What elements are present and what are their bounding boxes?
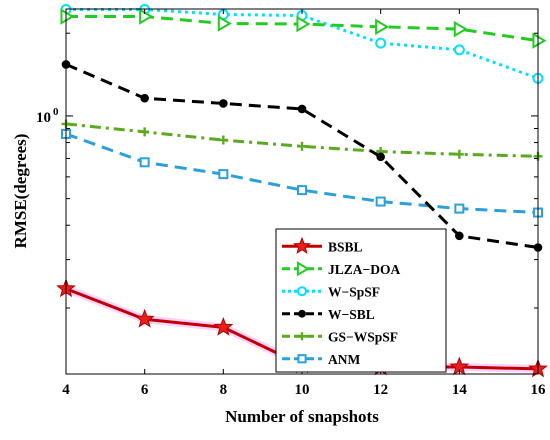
x-tick-label: 12 bbox=[373, 382, 388, 398]
x-tick-label: 8 bbox=[220, 382, 228, 398]
data-point bbox=[297, 332, 307, 341]
data-point bbox=[140, 127, 150, 137]
data-point bbox=[297, 185, 307, 196]
legend-label: ANM bbox=[328, 352, 360, 367]
data-point bbox=[375, 18, 390, 36]
y-tick-label: 10 bbox=[36, 110, 51, 126]
data-point bbox=[296, 261, 310, 277]
data-point bbox=[455, 231, 464, 241]
data-point bbox=[218, 169, 229, 180]
data-point bbox=[453, 44, 465, 56]
series-w-sbl bbox=[61, 60, 543, 252]
data-point bbox=[454, 149, 464, 159]
data-point bbox=[296, 15, 311, 33]
series-gs-wspsf bbox=[61, 119, 543, 161]
data-point bbox=[60, 8, 75, 25]
data-point bbox=[297, 354, 307, 364]
legend-entry: W−SpSF bbox=[282, 284, 380, 299]
legend-box bbox=[275, 228, 447, 373]
data-point bbox=[140, 93, 149, 103]
data-point bbox=[296, 286, 308, 297]
data-point bbox=[139, 157, 150, 168]
legend-entry: BSBL bbox=[282, 236, 363, 254]
x-tick-label: 10 bbox=[295, 382, 310, 398]
data-point bbox=[454, 203, 465, 214]
legend-entry: W−SBL bbox=[282, 307, 375, 322]
series-jlza-doa bbox=[60, 8, 547, 49]
axes bbox=[65, 8, 539, 375]
data-point bbox=[376, 152, 385, 162]
data-point bbox=[219, 99, 228, 108]
data-point bbox=[217, 15, 232, 32]
legend: BSBL JLZA−DOA W−SpSF W−SBL GS−WSpSF ANM bbox=[275, 228, 447, 373]
x-axis-title: Number of snapshots bbox=[225, 407, 379, 426]
legend-label: JLZA−DOA bbox=[328, 262, 400, 277]
legend-label: W−SpSF bbox=[328, 284, 380, 299]
data-point bbox=[139, 8, 154, 25]
data-point bbox=[292, 236, 312, 254]
data-point bbox=[297, 104, 307, 114]
data-point bbox=[297, 141, 307, 151]
legend-label: BSBL bbox=[328, 239, 363, 254]
y-axis-title: RMSE(degrees) bbox=[11, 134, 30, 249]
data-point bbox=[134, 308, 155, 328]
data-point bbox=[375, 196, 386, 207]
x-tick-label: 4 bbox=[62, 382, 70, 398]
legend-entry: ANM bbox=[282, 352, 360, 367]
x-tick-label: 16 bbox=[531, 382, 547, 398]
legend-label: GS−WSpSF bbox=[328, 329, 398, 344]
x-tick-label: 6 bbox=[141, 382, 149, 398]
data-point bbox=[218, 135, 228, 145]
legend-entry: JLZA−DOA bbox=[282, 261, 400, 277]
legend-label: W−SBL bbox=[328, 307, 375, 322]
y-tick-exponent: 0 bbox=[53, 106, 59, 118]
data-point bbox=[375, 37, 387, 49]
data-point bbox=[213, 316, 234, 336]
x-tick-label: 14 bbox=[452, 382, 468, 398]
legend-entry: GS−WSpSF bbox=[282, 329, 398, 344]
data-point bbox=[453, 20, 468, 38]
series-line bbox=[65, 122, 539, 158]
data-point bbox=[532, 32, 547, 49]
data-point bbox=[298, 309, 306, 318]
